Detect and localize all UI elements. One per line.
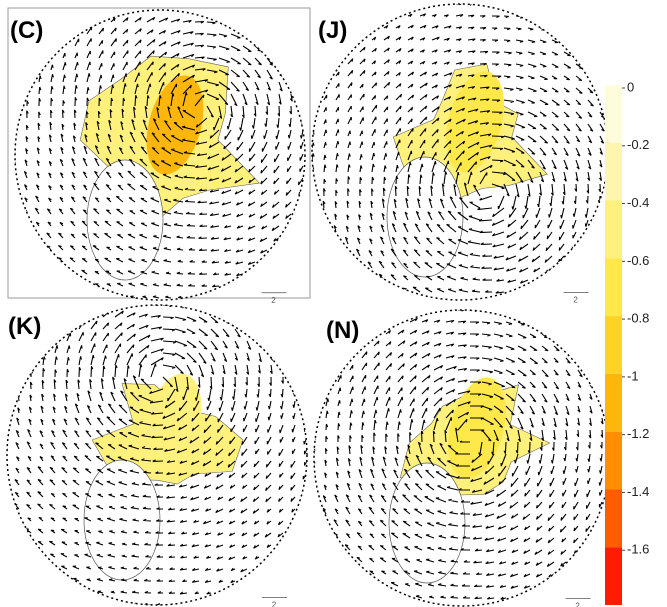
panel-label: (K) (8, 313, 41, 340)
colorbar-band (605, 489, 622, 547)
colorbar-band (605, 547, 622, 605)
panel-label: (N) (326, 317, 359, 344)
panel-label: (J) (318, 17, 347, 44)
colorbar-tick-label: -1.4 (627, 484, 649, 499)
land (387, 157, 463, 277)
colorbar-tick-label: -0.6 (627, 253, 649, 268)
land (389, 463, 465, 583)
colorbar-tick-label: -0.8 (627, 311, 649, 326)
colorbar-tick-label: -1 (627, 368, 639, 383)
colorbar-band (605, 432, 622, 490)
scale-label: 2 (272, 601, 277, 607)
colorbar-tick-label: -1.6 (627, 542, 649, 557)
colorbar-band (605, 201, 622, 259)
colorbar-band (605, 85, 622, 143)
colorbar-band (605, 258, 622, 316)
polar-map (2, 298, 310, 607)
panel-label: (C) (10, 17, 43, 44)
colorbar-band (605, 143, 622, 201)
scale-label: 2 (271, 296, 276, 305)
colorbar-tick-label: -0.4 (627, 195, 649, 210)
colorbar-tick-label: 0 (627, 79, 634, 94)
colorbar-tick-label: -0.2 (627, 137, 649, 152)
colorbar-tick-label: -1.2 (627, 426, 649, 441)
scale-label: 2 (573, 296, 578, 305)
colorbar-band (605, 316, 622, 374)
scale-label: 2 (575, 602, 580, 607)
figure: (C) 2 (J) 2 (K) 2 (N) 2 0 -0.2 -0.4 -0.6 -0.8 -1 -1.2 -… (0, 0, 667, 607)
colorbar-band (605, 374, 622, 432)
